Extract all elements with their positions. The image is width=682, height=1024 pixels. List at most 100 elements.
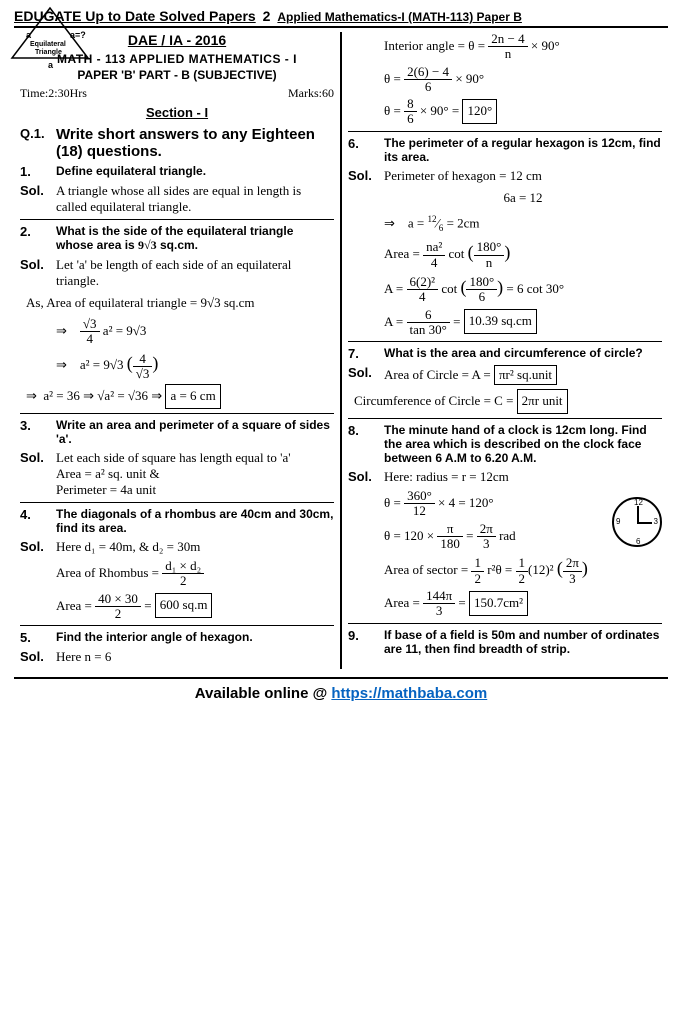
i4-sol-label: Sol. <box>20 539 56 555</box>
item-2-q: 2. What is the side of the equilateral t… <box>20 224 334 253</box>
i6-num: 6. <box>348 136 384 164</box>
i2-q: What is the side of the equilateral tria… <box>56 224 334 253</box>
item-3-sol: Sol. Let each side of square has length … <box>20 450 334 498</box>
clock-icon: 12 6 3 9 <box>612 497 662 547</box>
i6-math-4: A = 6(2)²4 cot (180°6) = 6 cot 30° <box>384 273 662 305</box>
divider <box>20 502 334 503</box>
i4-a: Here d₁ = 40m, & d₂ = 30m <box>56 539 334 555</box>
marks-label: Marks:60 <box>288 86 334 101</box>
i8-math-2: θ = 120 × π180 = 2π3 rad <box>384 522 606 552</box>
i6-math-2: ⇒ a = 12⁄6 = 2cm <box>384 212 662 235</box>
i5-num: 5. <box>20 630 56 645</box>
i8-math-block: θ = 360°12 × 4 = 120° θ = 120 × π180 = 2… <box>348 489 662 554</box>
paper-title: Applied Mathematics-I (MATH-113) Paper B <box>277 10 522 24</box>
i8-a: Here: radius = r = 12cm <box>384 469 662 485</box>
i1-num: 1. <box>20 164 56 179</box>
i1-a: A triangle whose all sides are equal in … <box>56 183 334 215</box>
i4-num: 4. <box>20 507 56 535</box>
divider <box>348 418 662 419</box>
i3-sol-label: Sol. <box>20 450 56 498</box>
i7-num: 7. <box>348 346 384 361</box>
i3-a: Let each side of square has length equal… <box>56 450 334 498</box>
i7-a1: Area of Circle = A = πr² sq.unit <box>384 365 662 385</box>
item-2-sol: Sol. Let 'a' be length of each side of a… <box>20 257 334 289</box>
right-column: Interior angle = θ = 2n − 4n × 90° θ = 2… <box>342 32 668 669</box>
i2-math-3: ⇒ a² = 9√3 (4√3) <box>56 349 334 381</box>
i5-math-3: θ = 86 × 90° = 120° <box>384 97 662 127</box>
i2-a: Let 'a' be length of each side of an equ… <box>56 257 334 289</box>
i5-q: Find the interior angle of hexagon. <box>56 630 334 645</box>
item-7-sol: Sol. Area of Circle = A = πr² sq.unit <box>348 365 662 385</box>
i6-math-3: Area = na²4 cot (180°n) <box>384 238 662 270</box>
svg-text:Triangle: Triangle <box>35 49 62 56</box>
page-number: 2 <box>259 8 275 24</box>
i3-q: Write an area and perimeter of a square … <box>56 418 334 446</box>
content-columns: DAE / IA - 2016 MATH - 113 APPLIED MATHE… <box>14 32 668 669</box>
section-heading: Section - I <box>20 105 334 120</box>
left-column: DAE / IA - 2016 MATH - 113 APPLIED MATHE… <box>14 32 342 669</box>
divider <box>20 413 334 414</box>
time-marks-row: Time:2:30Hrs Marks:60 <box>20 86 334 101</box>
svg-text:a=?: a=? <box>70 30 86 40</box>
item-9-q: 9. If base of a field is 50m and number … <box>348 628 662 656</box>
i2-num: 2. <box>20 224 56 253</box>
item-6-q: 6. The perimeter of a regular hexagon is… <box>348 136 662 164</box>
divider <box>348 623 662 624</box>
i5-a: Here n = 6 <box>56 649 334 665</box>
i1-sol-label: Sol. <box>20 183 56 215</box>
i8-q: The minute hand of a clock is 12cm long.… <box>384 423 662 465</box>
i8-math-3: Area of sector = 12 r²θ = 12(12)² (2π3) <box>384 554 662 586</box>
item-1-q: 1. Define equilateral triangle. <box>20 164 334 179</box>
i2-math-2: ⇒ √34 a² = 9√3 <box>56 317 334 347</box>
i6-math-5: A = 6tan 30° = 10.39 sq.cm <box>384 308 662 338</box>
footer-text: Available online @ <box>195 685 332 702</box>
item-4-sol: Sol. Here d₁ = 40m, & d₂ = 30m <box>20 539 334 555</box>
svg-text:a: a <box>48 60 54 70</box>
i6-q: The perimeter of a regular hexagon is 12… <box>384 136 662 164</box>
i4-math-2: Area = 40 × 302 = 600 sq.m <box>56 592 334 622</box>
i9-num: 9. <box>348 628 384 656</box>
divider <box>348 341 662 342</box>
i4-q: The diagonals of a rhombus are 40cm and … <box>56 507 334 535</box>
i7-sol-label: Sol. <box>348 365 384 385</box>
item-5-q: 5. Find the interior angle of hexagon. <box>20 630 334 645</box>
page-header: EDUGATE Up to Date Solved Papers 2 Appli… <box>14 8 668 28</box>
i1-q: Define equilateral triangle. <box>56 164 334 179</box>
triangle-diagram: a a=? a Equilateral Triangle <box>0 0 100 70</box>
item-4-q: 4. The diagonals of a rhombus are 40cm a… <box>20 507 334 535</box>
i6-sol-label: Sol. <box>348 168 384 184</box>
item-5-sol: Sol. Here n = 6 <box>20 649 334 665</box>
i5-sol-label: Sol. <box>20 649 56 665</box>
i6-math-1: 6a = 12 <box>384 188 662 209</box>
i8-num: 8. <box>348 423 384 465</box>
i8-sol-label: Sol. <box>348 469 384 485</box>
i2-math-4: ⇒ a² = 36 ⇒ √a² = √36 ⇒ a = 6 cm <box>26 384 334 409</box>
svg-text:a: a <box>26 30 32 40</box>
divider <box>20 219 334 220</box>
i2-sol-label: Sol. <box>20 257 56 289</box>
divider <box>20 625 334 626</box>
item-6-sol: Sol. Perimeter of hexagon = 12 cm <box>348 168 662 184</box>
i7-q: What is the area and circumference of ci… <box>384 346 662 361</box>
i5-math-1: Interior angle = θ = 2n − 4n × 90° <box>384 32 662 62</box>
i8-math-4: Area = 144π3 = 150.7cm² <box>384 589 662 619</box>
i9-q: If base of a field is 50m and number of … <box>384 628 662 656</box>
q1-text: Write short answers to any Eighteen (18)… <box>56 126 334 160</box>
i2-math-block: ⇒ √34 a² = 9√3 ⇒ a² = 9√3 (4√3) a a=? a … <box>20 317 334 384</box>
item-8-sol: Sol. Here: radius = r = 12cm <box>348 469 662 485</box>
item-1-sol: Sol. A triangle whose all sides are equa… <box>20 183 334 215</box>
paper-part: PAPER 'B' PART - B (SUBJECTIVE) <box>20 68 334 82</box>
i3-num: 3. <box>20 418 56 446</box>
q1-number: Q.1. <box>20 126 56 160</box>
divider <box>348 131 662 132</box>
svg-text:Equilateral: Equilateral <box>30 41 66 48</box>
i4-math-1: Area of Rhombus = d₁ × d₂2 <box>56 559 334 589</box>
page-footer: Available online @ https://mathbaba.com <box>14 677 668 702</box>
i2-math-1: As, Area of equilateral triangle = 9√3 s… <box>26 293 334 314</box>
item-7-q: 7. What is the area and circumference of… <box>348 346 662 361</box>
footer-link[interactable]: https://mathbaba.com <box>331 685 487 702</box>
item-3-q: 3. Write an area and perimeter of a squa… <box>20 418 334 446</box>
item-8-q: 8. The minute hand of a clock is 12cm lo… <box>348 423 662 465</box>
question-1: Q.1. Write short answers to any Eighteen… <box>20 126 334 160</box>
i8-math-1: θ = 360°12 × 4 = 120° <box>384 489 606 519</box>
